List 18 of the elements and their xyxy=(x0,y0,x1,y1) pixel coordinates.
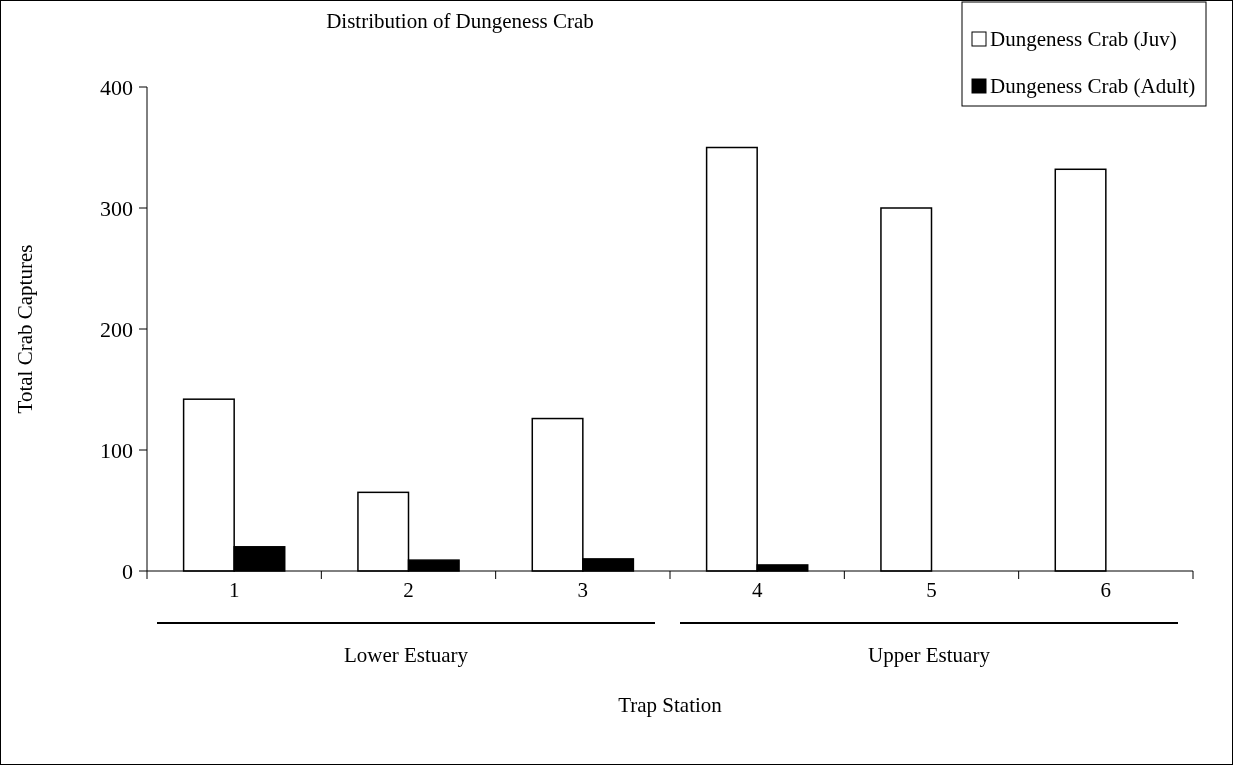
y-tick-label: 200 xyxy=(100,316,133,342)
x-axis-title: Trap Station xyxy=(618,693,723,717)
legend-label: Dungeness Crab (Adult) xyxy=(990,74,1196,98)
x-tick-label: 5 xyxy=(926,578,937,602)
text: Lower Estuary xyxy=(343,643,469,667)
y-axis-title: Total Crab Captures xyxy=(13,244,37,414)
x-tick-label: 2 xyxy=(403,578,414,602)
y-tick-label: 0 xyxy=(122,558,133,584)
y-tick-label: 100 xyxy=(100,437,133,463)
text: Upper Estuary xyxy=(868,643,991,667)
legend-label: Dungeness Crab (Juv) xyxy=(990,27,1177,51)
y-tick-label: 400 xyxy=(100,74,133,100)
y-tick-label: 300 xyxy=(100,195,133,221)
x-tick-label: 4 xyxy=(751,578,763,602)
x-tick-label: 3 xyxy=(577,578,589,602)
x-tick-label: 1 xyxy=(228,578,240,602)
chart-title: Distribution of Dungeness Crab xyxy=(326,9,594,33)
x-tick-label: 6 xyxy=(1100,578,1112,602)
